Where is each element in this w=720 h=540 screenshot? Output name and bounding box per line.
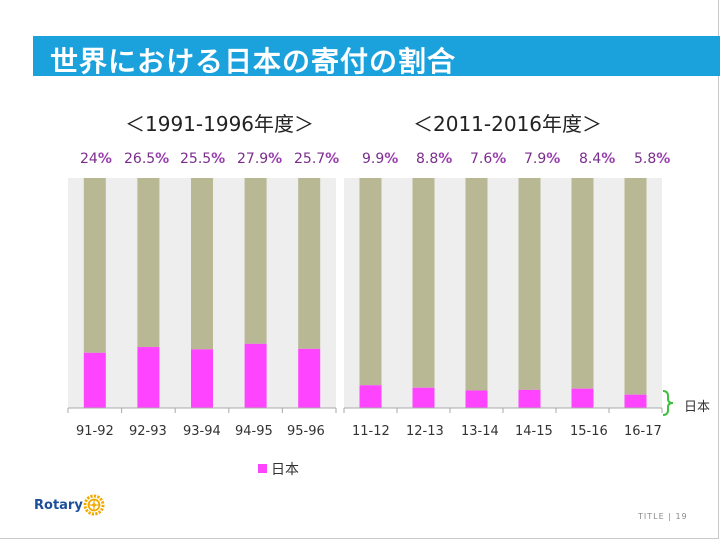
footer-title: TITLE bbox=[638, 512, 665, 521]
legend-label-japan: 日本 bbox=[271, 462, 299, 478]
percent-label-16-17: 5.8% bbox=[634, 151, 670, 167]
x-tick-label-91-92: 91-92 bbox=[76, 424, 114, 439]
x-tick-label-11-12: 11-12 bbox=[352, 424, 390, 439]
annotation-japan: 日本 bbox=[684, 400, 711, 415]
bar-japan-14-15 bbox=[518, 389, 541, 408]
percent-sign: % bbox=[601, 151, 616, 167]
percent-value: 25.7 bbox=[294, 151, 326, 167]
bar-japan-16-17 bbox=[624, 394, 647, 408]
legend-swatch-japan bbox=[258, 464, 267, 473]
bar-other-11-12 bbox=[359, 178, 382, 386]
bar-other-13-14 bbox=[465, 178, 488, 391]
footer-page-number: 19 bbox=[675, 512, 688, 521]
percent-label-94-95: 27.9% bbox=[237, 151, 282, 167]
rotary-logo-text: Rotary bbox=[34, 498, 83, 513]
percent-value: 8.8 bbox=[416, 151, 439, 167]
bar-other-94-95 bbox=[244, 178, 267, 344]
x-tick-label-15-16: 15-16 bbox=[570, 424, 608, 439]
percent-value: 7.6 bbox=[470, 151, 493, 167]
bar-other-91-92 bbox=[83, 178, 106, 353]
bar-japan-91-92 bbox=[83, 352, 106, 408]
footer-separator: | bbox=[668, 512, 672, 521]
bar-other-92-93 bbox=[137, 178, 160, 348]
percent-value: 25.5 bbox=[180, 151, 212, 167]
percent-label-14-15: 7.9% bbox=[524, 151, 560, 167]
percent-label-95-96: 25.7% bbox=[294, 151, 339, 167]
percent-sign: % bbox=[492, 151, 507, 167]
percent-value: 24 bbox=[80, 151, 98, 167]
percent-label-13-14: 7.6% bbox=[470, 151, 506, 167]
bar-japan-15-16 bbox=[571, 388, 594, 408]
percent-sign: % bbox=[325, 151, 340, 167]
annotation-bracket bbox=[662, 390, 674, 416]
x-tick-label-94-95: 94-95 bbox=[235, 424, 273, 439]
plot-background-1 bbox=[344, 178, 662, 408]
x-tick-label-95-96: 95-96 bbox=[287, 424, 325, 439]
percent-sign: % bbox=[211, 151, 226, 167]
bar-other-14-15 bbox=[518, 178, 541, 390]
x-tick-label-16-17: 16-17 bbox=[624, 424, 662, 439]
percent-label-93-94: 25.5% bbox=[180, 151, 225, 167]
percent-sign: % bbox=[155, 151, 170, 167]
bar-other-16-17 bbox=[624, 178, 647, 395]
period-title-2011-2016: ＜2011-2016年度＞ bbox=[413, 112, 603, 136]
bar-japan-95-96 bbox=[298, 348, 321, 408]
legend: 日本 bbox=[258, 459, 299, 479]
slide-title: 世界における日本の寄付の割合 bbox=[50, 45, 457, 78]
bar-japan-12-13 bbox=[412, 387, 435, 408]
percent-value: 8.4 bbox=[579, 151, 602, 167]
bar-japan-11-12 bbox=[359, 385, 382, 408]
bar-japan-92-93 bbox=[137, 347, 160, 408]
x-tick-label-12-13: 12-13 bbox=[406, 424, 444, 439]
percent-sign: % bbox=[268, 151, 283, 167]
percent-value: 27.9 bbox=[237, 151, 269, 167]
percent-value: 5.8 bbox=[634, 151, 657, 167]
percent-label-11-12: 9.9% bbox=[362, 151, 398, 167]
bar-japan-13-14 bbox=[465, 390, 488, 408]
x-tick-label-14-15: 14-15 bbox=[515, 424, 553, 439]
bar-japan-93-94 bbox=[191, 349, 213, 408]
percent-value: 26.5 bbox=[124, 151, 156, 167]
percent-value: 9.9 bbox=[362, 151, 385, 167]
bar-other-95-96 bbox=[298, 178, 321, 349]
bar-other-12-13 bbox=[412, 178, 435, 388]
percent-label-91-92: 24% bbox=[80, 151, 112, 167]
title-bar bbox=[33, 36, 720, 76]
period-title-1991-1996: ＜1991-1996年度＞ bbox=[125, 112, 315, 136]
x-tick-label-93-94: 93-94 bbox=[183, 424, 221, 439]
percent-sign: % bbox=[438, 151, 453, 167]
percent-sign: % bbox=[546, 151, 561, 167]
bar-other-15-16 bbox=[571, 178, 594, 389]
bar-japan-94-95 bbox=[244, 343, 267, 408]
x-tick-label-92-93: 92-93 bbox=[129, 424, 167, 439]
footer: TITLE | 19 bbox=[638, 512, 688, 521]
bar-other-93-94 bbox=[191, 178, 213, 350]
rotary-wheel-icon bbox=[83, 494, 105, 516]
percent-sign: % bbox=[384, 151, 399, 167]
percent-label-12-13: 8.8% bbox=[416, 151, 452, 167]
percent-sign: % bbox=[97, 151, 112, 167]
percent-value: 7.9 bbox=[524, 151, 547, 167]
percent-label-15-16: 8.4% bbox=[579, 151, 615, 167]
percent-label-92-93: 26.5% bbox=[124, 151, 169, 167]
x-tick-label-13-14: 13-14 bbox=[461, 424, 499, 439]
percent-sign: % bbox=[656, 151, 671, 167]
